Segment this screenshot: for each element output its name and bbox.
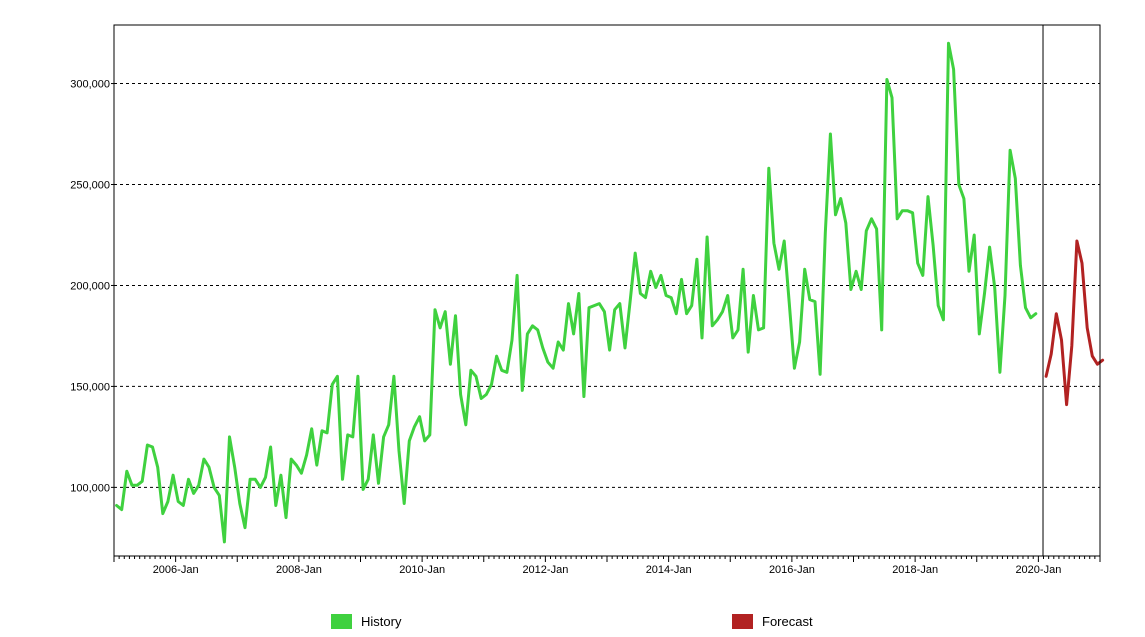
y-tick-label: 150,000 xyxy=(70,381,110,393)
x-tick-label: 2018-Jan xyxy=(892,564,938,576)
y-tick-label: 300,000 xyxy=(70,79,110,91)
series-lines xyxy=(115,41,1105,544)
y-tick-label: 100,000 xyxy=(70,482,110,494)
y-axis: 100,000 150,000 200,000 250,000 300,000 xyxy=(70,79,114,494)
legend-swatch-history xyxy=(331,613,352,629)
grid-lines xyxy=(114,83,1100,488)
legend-swatch-forecast xyxy=(732,613,753,629)
x-tick-label: 2016-Jan xyxy=(769,564,815,576)
legend-label-history: History xyxy=(361,613,402,629)
series-line-forecast xyxy=(1044,239,1105,407)
series-line-history xyxy=(115,41,1038,544)
y-tick-label: 200,000 xyxy=(70,280,110,292)
plot-frame xyxy=(113,24,1101,557)
x-axis: 2006-Jan 2008-Jan 2010-Jan 2012-Jan 2014-Jan… xyxy=(113,556,1101,576)
x-tick-label: 2012-Jan xyxy=(522,564,568,576)
legend-item-history: History xyxy=(331,611,401,631)
x-tick-label: 2006-Jan xyxy=(153,564,199,576)
x-tick-label: 2014-Jan xyxy=(646,564,692,576)
legend-item-forecast: Forecast xyxy=(732,611,813,631)
x-tick-label: 2008-Jan xyxy=(276,564,322,576)
x-tick-label: 2020-Jan xyxy=(1015,564,1061,576)
y-tick-label: 250,000 xyxy=(70,180,110,192)
legend-label-forecast: Forecast xyxy=(762,613,813,629)
x-tick-label: 2010-Jan xyxy=(399,564,445,576)
